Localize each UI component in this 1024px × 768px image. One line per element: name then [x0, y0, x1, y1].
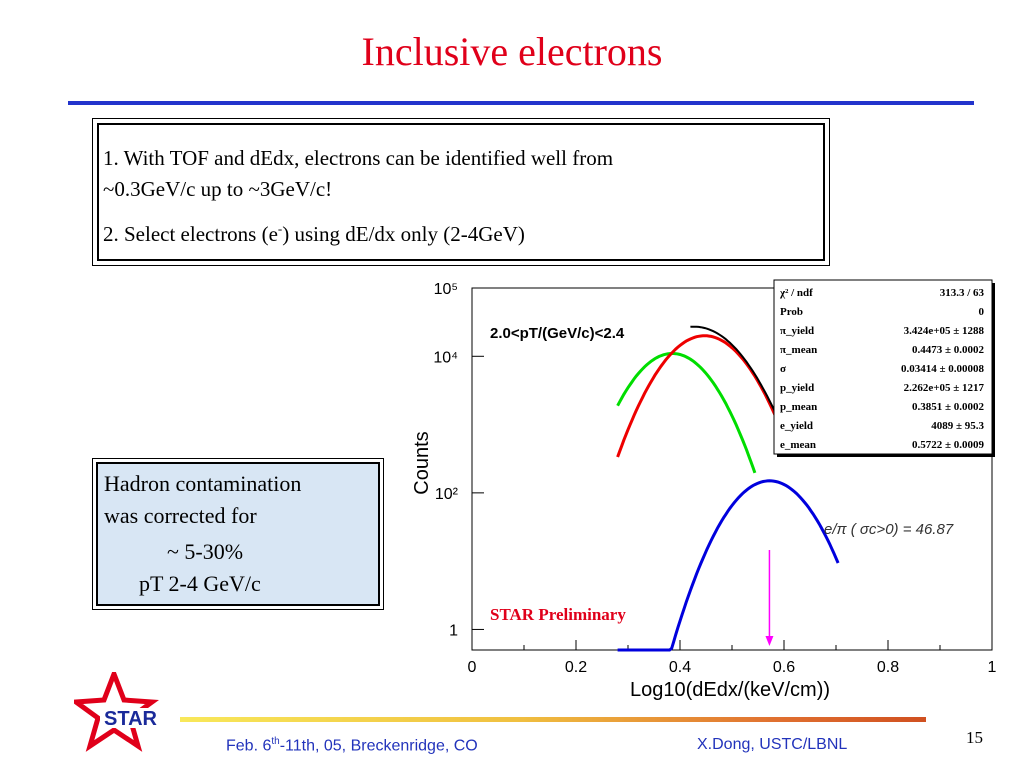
footer-date-venue: Feb. 6th-11th, 05, Breckenridge, CO [226, 736, 478, 755]
contamination-box: Hadron contamination was corrected for ~… [92, 458, 384, 610]
y-tick-label: 10² [435, 486, 459, 503]
footer-left-sup: th [271, 736, 280, 747]
stats-name: χ² / ndf [779, 287, 813, 299]
y-tick-label: 10⁵ [434, 281, 458, 298]
electron-cut-arrowhead [765, 636, 774, 646]
e-pi-ratio-label: e/π ( σc>0) = 46.87 [824, 521, 954, 538]
stats-value: 0.5722 ± 0.0009 [912, 439, 985, 451]
summary-text: 1. With TOF and dEdx, electrons can be i… [103, 143, 823, 250]
dedx-plot: 0 0.2 0.4 0.6 0.8 1 1 10² 10⁴ 10⁵ Log10(dEdx/(keV/… [411, 279, 997, 700]
y-axis-label: Counts [411, 431, 433, 494]
x-tick-label: 0.4 [669, 659, 691, 676]
title-underline [68, 101, 974, 105]
stats-name: Prob [780, 306, 803, 318]
summary-line-1b: ~0.3GeV/c up to ~3GeV/c! [103, 177, 333, 201]
stats-value: 0 [979, 306, 985, 318]
stats-name: π_mean [780, 344, 817, 356]
contamination-line-1: Hadron contamination [104, 471, 302, 496]
footer-left-pre: Feb. 6 [226, 737, 272, 755]
electron-fit-curve [617, 479, 840, 652]
stats-box [773, 279, 993, 455]
summary-line-2-sup: - [277, 221, 283, 236]
stats-name: σ [780, 363, 786, 375]
stats-name: e_mean [780, 439, 816, 451]
stats-value: 313.3 / 63 [940, 287, 985, 299]
stats-value: 0.03414 ± 0.00008 [901, 363, 985, 375]
x-tick-label: 0.8 [877, 659, 899, 676]
x-tick-label: 0 [468, 659, 477, 676]
page-number: 15 [966, 728, 983, 747]
pion-fit-curve [616, 334, 782, 458]
x-tick-label: 1 [988, 659, 997, 676]
stats-name: p_mean [780, 401, 817, 413]
stats-value: 0.3851 ± 0.0002 [912, 401, 985, 413]
summary-box-inner-border [97, 123, 825, 261]
star-preliminary-label: STAR Preliminary [490, 605, 626, 624]
summary-line-2-post: ) using dE/dx only (2-4GeV) [282, 222, 525, 246]
star-logo: STAR [74, 672, 182, 752]
summary-line-1: 1. With TOF and dEdx, electrons can be i… [103, 146, 614, 170]
slide-title: Inclusive electrons [361, 29, 663, 74]
stats-name: π_yield [780, 325, 814, 337]
stats-name: e_yield [780, 420, 813, 432]
contamination-box-fill [96, 462, 380, 606]
summary-line-2-pre: 2. Select electrons (e [103, 222, 278, 246]
star-logo-text: STAR [104, 708, 158, 730]
contamination-line-2: was corrected for [104, 503, 257, 528]
stats-value: 0.4473 ± 0.0002 [912, 344, 985, 356]
y-tick-label: 1 [449, 622, 458, 639]
x-axis-label: Log10(dEdx/(keV/cm)) [630, 679, 830, 700]
summary-box: 1. With TOF and dEdx, electrons can be i… [92, 118, 830, 266]
y-tick-label: 10⁴ [433, 349, 458, 366]
contamination-line-3: ~ 5-30% [167, 539, 244, 564]
stats-value: 3.424e+05 ± 1288 [904, 325, 985, 337]
summary-line-2: 2. Select electrons (e-) using dE/dx onl… [103, 213, 823, 250]
footer-author: X.Dong, USTC/LBNL [697, 736, 848, 753]
stats-value: 4089 ± 95.3 [931, 420, 984, 432]
x-tick-label: 0.2 [565, 659, 587, 676]
x-tick-label: 0.6 [773, 659, 795, 676]
contamination-line-4: pT 2-4 GeV/c [139, 571, 261, 596]
stats-value: 2.262e+05 ± 1217 [904, 382, 985, 394]
pt-bin-label: 2.0<pT/(GeV/c)<2.4 [490, 325, 625, 342]
star-logo-icon [74, 672, 160, 752]
stats-name: p_yield [780, 382, 814, 394]
proton-fit-curve [616, 352, 757, 474]
footer-left-post: -11th, 05, Breckenridge, CO [279, 737, 478, 755]
footer-gradient-rule [180, 717, 926, 722]
